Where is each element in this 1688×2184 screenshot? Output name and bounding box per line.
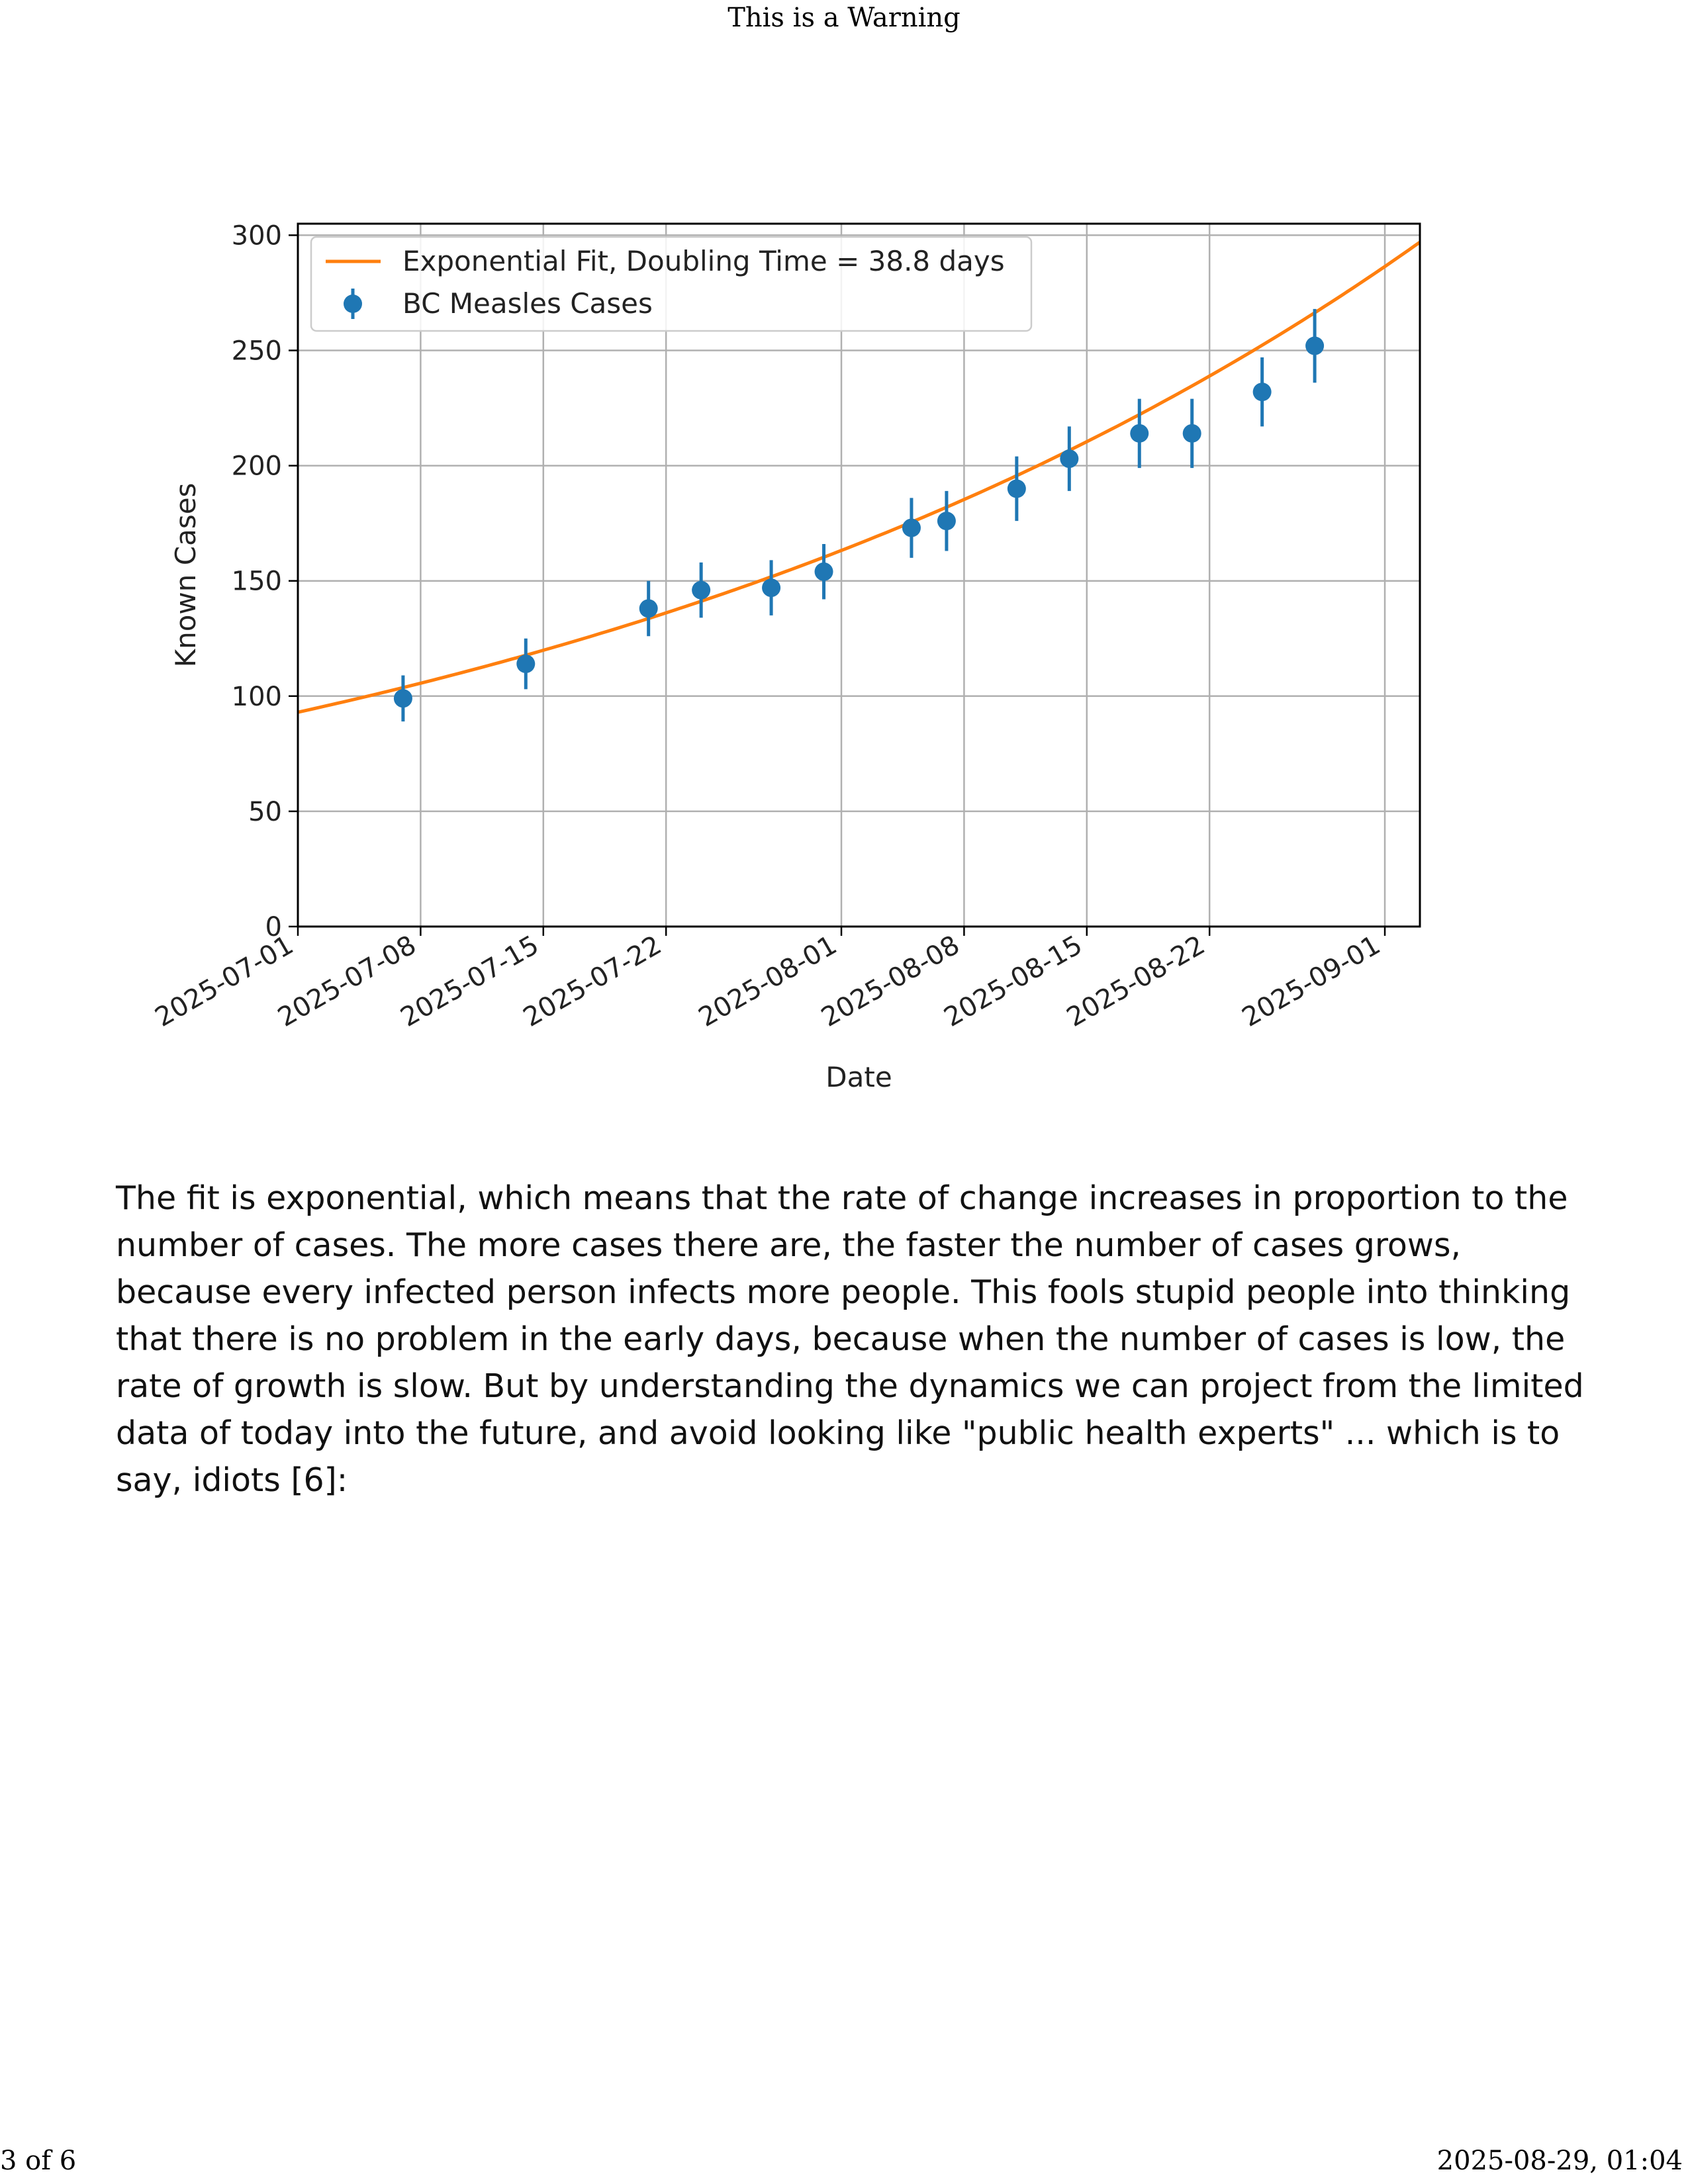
x-tick-label: 2025-07-08 — [273, 930, 421, 1033]
data-point — [639, 599, 658, 618]
page-header-title: This is a Warning — [727, 3, 961, 33]
y-tick-label: 200 — [232, 451, 282, 482]
legend-points-label: BC Measles Cases — [402, 287, 653, 320]
legend-fit-label: Exponential Fit, Doubling Time = 38.8 da… — [402, 245, 1005, 277]
page-number: 3 of 6 — [0, 2146, 77, 2176]
data-point — [1007, 479, 1026, 498]
cases-chart: 0 50 100 150 200 250 300 2025-07-01 2025-07-08 20… — [150, 199, 1443, 1112]
y-tick-label: 300 — [232, 220, 282, 251]
data-point — [814, 562, 833, 581]
data-point — [516, 655, 536, 674]
legend: Exponential Fit, Doubling Time = 38.8 da… — [310, 236, 1033, 332]
y-axis-label: Known Cases — [169, 483, 202, 668]
x-tick-label: 2025-08-08 — [816, 930, 964, 1033]
legend-points-swatch — [344, 295, 362, 313]
data-point — [902, 518, 921, 537]
data-point — [1130, 424, 1149, 443]
x-axis-label: Date — [825, 1061, 892, 1093]
fit-line — [297, 240, 1421, 714]
x-tick-label: 2025-07-22 — [518, 930, 667, 1033]
x-tick-label: 2025-07-15 — [395, 930, 543, 1033]
plot-frame — [297, 222, 1421, 928]
data-point — [1182, 424, 1201, 443]
y-tick-label: 150 — [232, 567, 282, 597]
x-tick-label: 2025-07-01 — [152, 930, 299, 1033]
data-point — [937, 512, 956, 531]
x-tick-label: 2025-08-01 — [694, 930, 842, 1033]
data-point — [692, 580, 711, 600]
x-tick-label: 2025-08-15 — [939, 930, 1087, 1033]
data-point — [1305, 336, 1325, 355]
data-point — [762, 578, 781, 598]
y-tick-label: 50 — [248, 797, 282, 827]
x-tick-label: 2025-08-22 — [1062, 930, 1210, 1033]
y-tick-label: 0 — [265, 912, 282, 942]
x-tick-label: 2025-09-01 — [1237, 930, 1385, 1033]
data-point — [1252, 383, 1272, 402]
data-point — [393, 689, 412, 708]
body-paragraph: The fit is exponential, which means that… — [116, 1179, 1584, 1499]
legend-frame — [310, 236, 1033, 332]
data-point — [1060, 449, 1079, 469]
print-datetime: 2025-08-29, 01:04 — [1436, 2146, 1683, 2176]
y-tick-label: 250 — [232, 336, 282, 367]
chart-svg: 0501001502002503002025-07-012025-07-0820… — [150, 220, 1421, 1093]
y-tick-label: 100 — [232, 682, 282, 712]
